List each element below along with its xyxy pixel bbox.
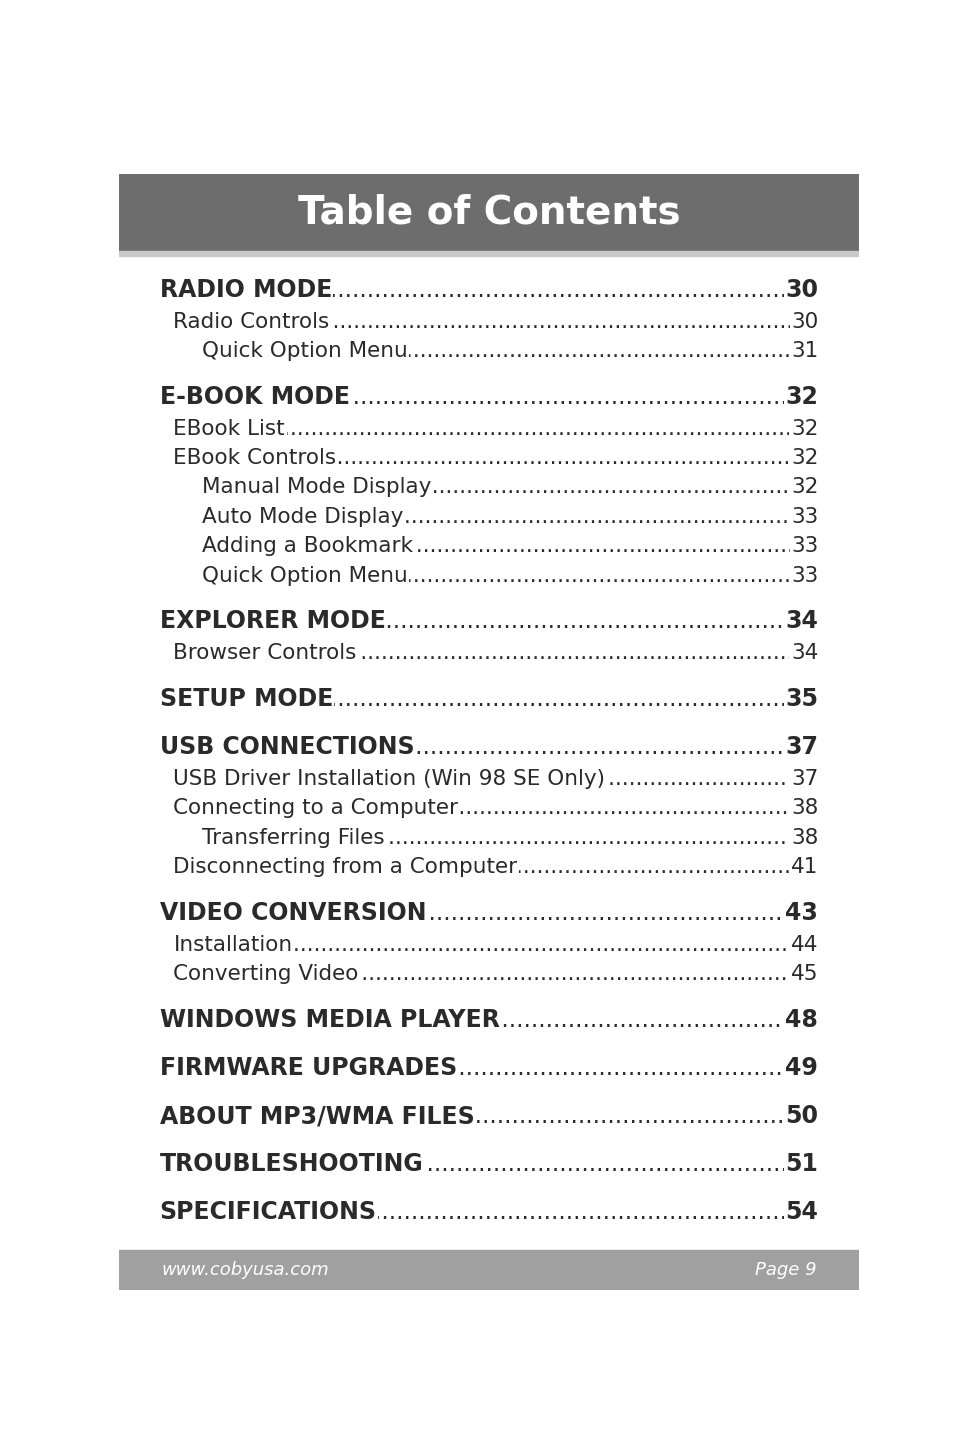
Text: 33: 33 xyxy=(790,565,818,585)
Text: ................................................................................: ........................................… xyxy=(0,341,953,361)
Text: E-BOOK MODE: E-BOOK MODE xyxy=(159,385,349,409)
Text: 35: 35 xyxy=(784,687,818,711)
Text: 51: 51 xyxy=(784,1152,818,1177)
Text: Transferring Files: Transferring Files xyxy=(202,827,384,848)
Text: ................................................................................: ........................................… xyxy=(0,1056,953,1080)
Text: Quick Option Menu: Quick Option Menu xyxy=(202,565,408,585)
Text: ................................................................................: ........................................… xyxy=(10,769,953,788)
Text: EXPLORER MODE: EXPLORER MODE xyxy=(159,610,385,633)
Text: ................................................................................: ........................................… xyxy=(0,1009,953,1032)
Text: Page 9: Page 9 xyxy=(755,1261,816,1278)
Text: Adding a Bookmark: Adding a Bookmark xyxy=(202,536,413,556)
Text: 38: 38 xyxy=(790,798,818,819)
Bar xyxy=(119,1249,858,1290)
Text: VIDEO CONVERSION: VIDEO CONVERSION xyxy=(159,901,426,924)
Text: 33: 33 xyxy=(790,536,818,556)
Text: 32: 32 xyxy=(790,419,818,439)
Text: 37: 37 xyxy=(790,769,818,788)
Text: 41: 41 xyxy=(790,858,818,877)
Text: EBook Controls: EBook Controls xyxy=(173,448,336,468)
Text: Installation: Installation xyxy=(173,935,293,955)
Text: ABOUT MP3/WMA FILES: ABOUT MP3/WMA FILES xyxy=(159,1104,474,1127)
Text: 32: 32 xyxy=(790,478,818,497)
Text: 34: 34 xyxy=(790,643,818,664)
Bar xyxy=(119,251,858,256)
Text: 32: 32 xyxy=(784,385,818,409)
Text: 50: 50 xyxy=(784,1104,818,1127)
Text: 30: 30 xyxy=(790,312,818,332)
Text: Browser Controls: Browser Controls xyxy=(173,643,356,664)
Text: Table of Contents: Table of Contents xyxy=(297,193,679,232)
Text: Manual Mode Display: Manual Mode Display xyxy=(202,478,431,497)
Text: Radio Controls: Radio Controls xyxy=(173,312,330,332)
Text: 43: 43 xyxy=(784,901,818,924)
Text: ................................................................................: ........................................… xyxy=(0,419,953,439)
Text: ................................................................................: ........................................… xyxy=(0,858,953,877)
Text: ................................................................................: ........................................… xyxy=(0,1104,953,1127)
Text: 31: 31 xyxy=(790,341,818,361)
Text: 45: 45 xyxy=(790,964,818,984)
Text: SETUP MODE: SETUP MODE xyxy=(159,687,333,711)
Text: ................................................................................: ........................................… xyxy=(0,478,953,497)
Text: 54: 54 xyxy=(784,1200,818,1224)
Text: Connecting to a Computer: Connecting to a Computer xyxy=(173,798,458,819)
Bar xyxy=(119,174,858,251)
Text: ................................................................................: ........................................… xyxy=(0,507,953,527)
Text: RADIO MODE: RADIO MODE xyxy=(159,278,332,301)
Text: 48: 48 xyxy=(784,1009,818,1032)
Text: ................................................................................: ........................................… xyxy=(0,687,953,711)
Text: TROUBLESHOOTING: TROUBLESHOOTING xyxy=(159,1152,423,1177)
Text: 44: 44 xyxy=(790,935,818,955)
Text: Disconnecting from a Computer: Disconnecting from a Computer xyxy=(173,858,517,877)
Text: SPECIFICATIONS: SPECIFICATIONS xyxy=(159,1200,376,1224)
Text: 38: 38 xyxy=(790,827,818,848)
Text: ................................................................................: ........................................… xyxy=(0,565,953,585)
Text: USB CONNECTIONS: USB CONNECTIONS xyxy=(159,735,414,759)
Text: ................................................................................: ........................................… xyxy=(0,610,953,633)
Text: 37: 37 xyxy=(784,735,818,759)
Text: ................................................................................: ........................................… xyxy=(0,901,953,924)
Text: Converting Video: Converting Video xyxy=(173,964,358,984)
Text: ................................................................................: ........................................… xyxy=(0,643,953,664)
Text: Auto Mode Display: Auto Mode Display xyxy=(202,507,403,527)
Text: ................................................................................: ........................................… xyxy=(0,536,953,556)
Text: ................................................................................: ........................................… xyxy=(0,312,953,332)
Text: 32: 32 xyxy=(790,448,818,468)
Text: EBook List: EBook List xyxy=(173,419,285,439)
Text: 49: 49 xyxy=(784,1056,818,1080)
Text: ................................................................................: ........................................… xyxy=(0,735,953,759)
Text: ................................................................................: ........................................… xyxy=(0,448,953,468)
Text: ................................................................................: ........................................… xyxy=(0,385,953,409)
Text: 33: 33 xyxy=(790,507,818,527)
Text: ................................................................................: ........................................… xyxy=(0,827,953,848)
Text: www.cobyusa.com: www.cobyusa.com xyxy=(162,1261,329,1278)
Text: ................................................................................: ........................................… xyxy=(0,1200,953,1224)
Text: Quick Option Menu: Quick Option Menu xyxy=(202,341,408,361)
Text: FIRMWARE UPGRADES: FIRMWARE UPGRADES xyxy=(159,1056,456,1080)
Text: 34: 34 xyxy=(784,610,818,633)
Text: ................................................................................: ........................................… xyxy=(0,278,953,301)
Text: USB Driver Installation (Win 98 SE Only): USB Driver Installation (Win 98 SE Only) xyxy=(173,769,605,788)
Text: ................................................................................: ........................................… xyxy=(0,935,953,955)
Text: ................................................................................: ........................................… xyxy=(0,798,953,819)
Text: WINDOWS MEDIA PLAYER: WINDOWS MEDIA PLAYER xyxy=(159,1009,499,1032)
Text: 30: 30 xyxy=(784,278,818,301)
Text: ................................................................................: ........................................… xyxy=(0,1152,953,1177)
Text: ................................................................................: ........................................… xyxy=(0,964,953,984)
